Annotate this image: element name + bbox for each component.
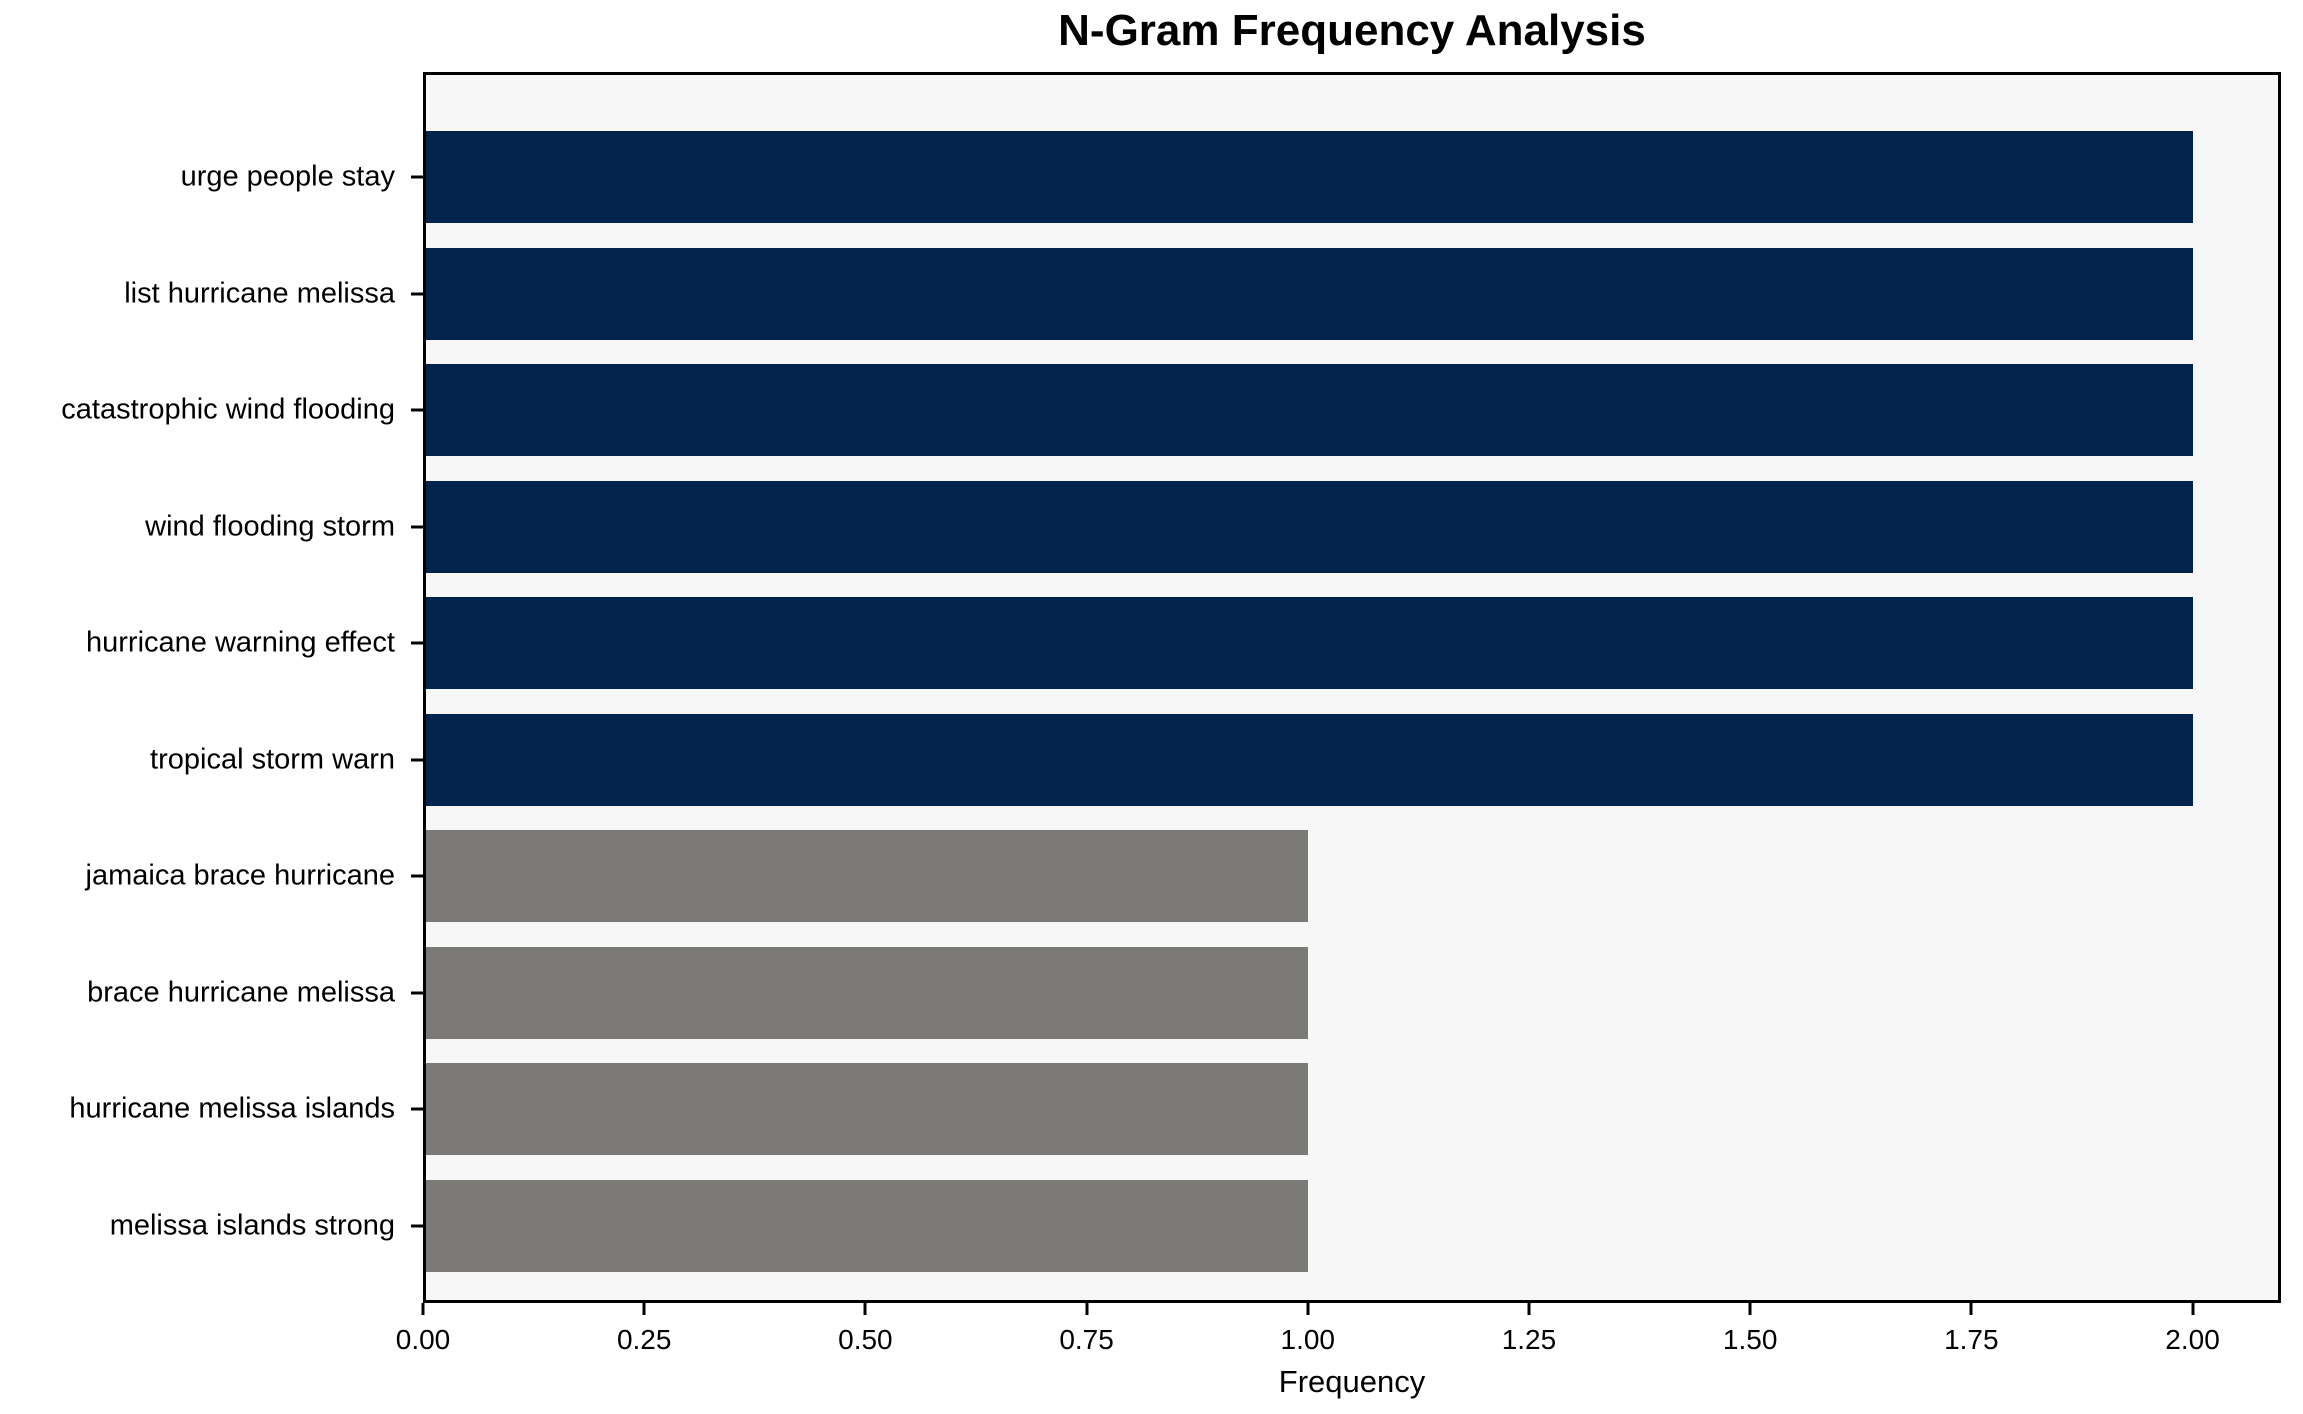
y-tick-mark bbox=[411, 874, 423, 878]
x-tick-mark bbox=[863, 1303, 867, 1315]
x-tick-mark bbox=[642, 1303, 646, 1315]
x-tick-mark bbox=[1969, 1303, 1973, 1315]
bar-tropical-storm-warn bbox=[423, 713, 2193, 806]
x-tick-mark bbox=[1085, 1303, 1089, 1315]
x-tick-mark bbox=[2191, 1303, 2195, 1315]
y-tick-label: melissa islands strong bbox=[109, 1209, 395, 1241]
y-tick-label: urge people stay bbox=[180, 160, 395, 193]
bar-urge-people-stay bbox=[423, 131, 2193, 223]
x-tick-label: 1.50 bbox=[1722, 1324, 1778, 1355]
x-tick-mark bbox=[1527, 1303, 1531, 1315]
y-tick-mark bbox=[411, 758, 423, 761]
x-tick-label: 0.75 bbox=[1059, 1324, 1114, 1355]
chart-title: N-Gram Frequency Analysis bbox=[1058, 6, 1646, 55]
y-tick-label: brace hurricane melissa bbox=[87, 976, 395, 1008]
x-tick-label: 1.00 bbox=[1280, 1324, 1336, 1355]
y-tick-mark bbox=[411, 408, 423, 412]
bar-brace-hurricane-melissa bbox=[423, 946, 1308, 1039]
bar-jamaica-brace-hurricane bbox=[423, 830, 1308, 922]
bar-hurricane-warning-effect bbox=[423, 597, 2193, 689]
y-tick-mark bbox=[411, 175, 423, 179]
y-tick-mark bbox=[411, 525, 423, 528]
y-tick-mark bbox=[411, 292, 423, 295]
y-tick-mark bbox=[411, 991, 423, 994]
bar-wind-flooding-storm bbox=[423, 480, 2193, 573]
y-tick-label: tropical storm warn bbox=[150, 743, 395, 775]
x-tick-mark bbox=[421, 1303, 425, 1315]
bar-catastrophic-wind-flooding bbox=[423, 364, 2193, 456]
y-tick-label: hurricane warning effect bbox=[86, 626, 395, 659]
y-tick-label: hurricane melissa islands bbox=[69, 1092, 395, 1125]
x-tick-label: 1.25 bbox=[1501, 1324, 1557, 1355]
x-tick-label: 2.00 bbox=[2165, 1324, 2220, 1355]
plot-area bbox=[423, 72, 2281, 1303]
bar-list-hurricane-melissa bbox=[423, 247, 2193, 340]
y-tick-mark bbox=[411, 1107, 423, 1111]
x-tick-label: 0.50 bbox=[838, 1324, 893, 1355]
y-tick-label: list hurricane melissa bbox=[124, 277, 395, 309]
x-tick-label: 0.25 bbox=[616, 1324, 672, 1355]
x-tick-label: 0.00 bbox=[395, 1324, 451, 1355]
y-tick-label: wind flooding storm bbox=[145, 510, 395, 542]
y-tick-mark bbox=[411, 1224, 423, 1227]
x-axis-label: Frequency bbox=[1278, 1364, 1426, 1399]
x-tick-label: 1.75 bbox=[1944, 1324, 1999, 1355]
bar-melissa-islands-strong bbox=[423, 1179, 1308, 1272]
bar-hurricane-melissa-islands bbox=[423, 1063, 1308, 1155]
y-tick-mark bbox=[411, 641, 423, 645]
y-tick-label: jamaica brace hurricane bbox=[85, 859, 395, 892]
y-tick-label: catastrophic wind flooding bbox=[61, 393, 395, 426]
x-tick-mark bbox=[1748, 1303, 1752, 1315]
x-tick-mark bbox=[1306, 1303, 1310, 1315]
